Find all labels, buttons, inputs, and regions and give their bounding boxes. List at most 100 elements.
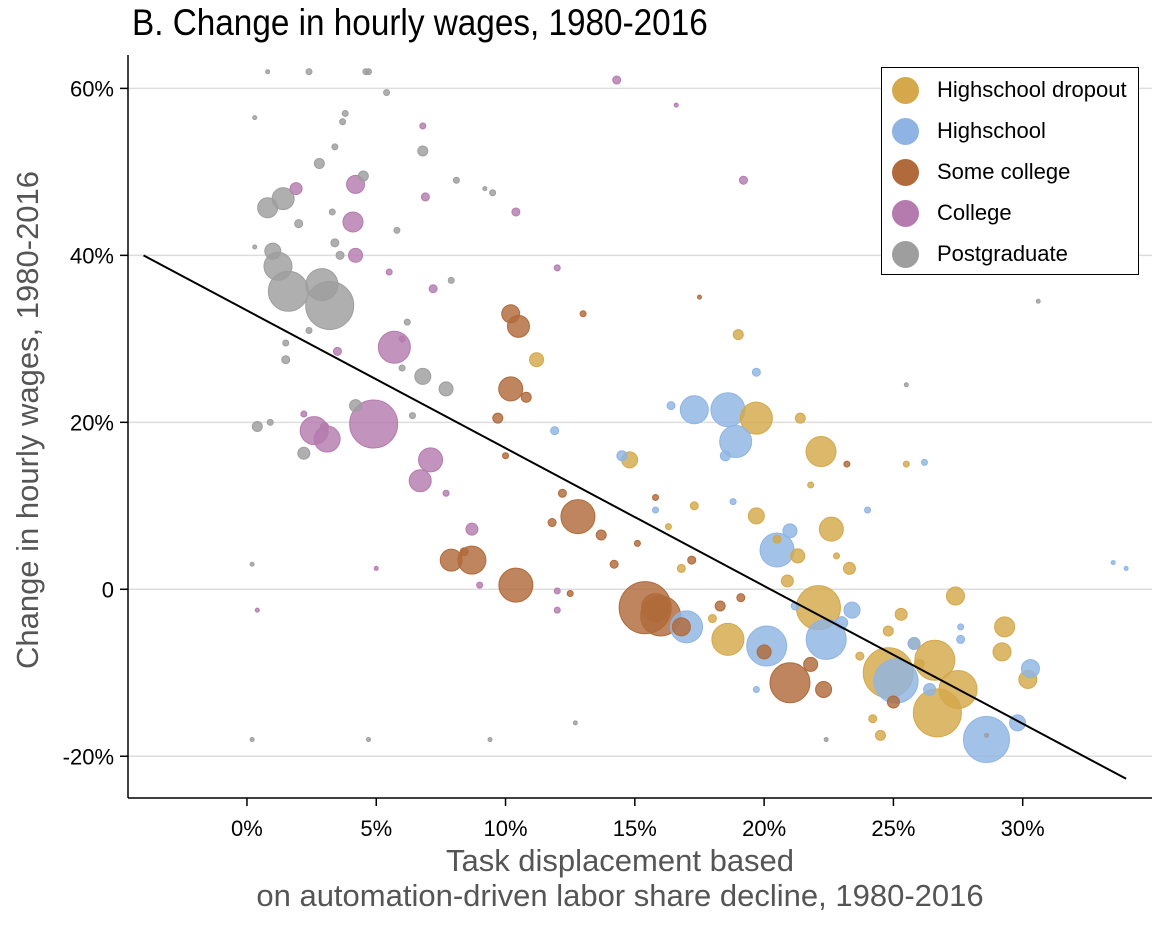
- data-point-postgraduate: [257, 197, 279, 219]
- data-point-postgraduate: [489, 189, 497, 197]
- data-point-highschool-dropout: [805, 436, 837, 468]
- data-point-college: [428, 284, 438, 294]
- data-point-postgraduate: [282, 339, 290, 347]
- data-point-highschool-dropout: [868, 714, 878, 724]
- data-point-college: [385, 268, 393, 276]
- data-point-some-college: [459, 547, 469, 557]
- data-point-highschool: [1123, 565, 1129, 571]
- data-point-college: [332, 346, 342, 356]
- data-point-college: [420, 192, 430, 202]
- legend-label: Highschool: [937, 118, 1046, 143]
- data-point-college: [465, 522, 479, 536]
- data-point-postgraduate: [339, 118, 347, 126]
- data-point-postgraduate: [330, 238, 340, 248]
- data-point-highschool: [864, 506, 872, 514]
- data-point-highschool-dropout: [772, 534, 782, 544]
- data-point-postgraduate: [398, 364, 406, 372]
- data-point-postgraduate: [331, 143, 339, 151]
- data-point-some-college: [547, 518, 557, 528]
- data-point-postgraduate: [349, 399, 363, 413]
- data-points: [249, 68, 1129, 764]
- data-point-postgraduate: [417, 145, 429, 157]
- data-point-highschool: [920, 458, 928, 466]
- data-point-postgraduate: [364, 68, 372, 76]
- data-point-postgraduate: [265, 69, 271, 75]
- data-point-some-college: [756, 644, 772, 660]
- x-axis-label-line-2: on automation-driven labor share decline…: [256, 878, 984, 913]
- data-point-highschool: [1020, 659, 1040, 679]
- data-point-college: [349, 399, 399, 449]
- data-point-college: [442, 489, 450, 497]
- data-point-postgraduate: [252, 115, 258, 121]
- data-point-highschool: [843, 601, 861, 619]
- data-point-highschool: [752, 685, 760, 693]
- data-point-highschool-dropout: [894, 607, 908, 621]
- y-tick-label: 20%: [70, 410, 114, 435]
- legend: Highschool dropout Highschool Some college…: [881, 67, 1139, 275]
- data-point-highschool: [729, 498, 737, 506]
- data-point-some-college: [815, 680, 833, 698]
- y-axis-label-wrap: Change in hourly wages, 1980-2016: [8, 160, 48, 680]
- data-point-college: [289, 182, 303, 196]
- legend-marker: [892, 199, 919, 227]
- data-point-some-college: [633, 539, 641, 547]
- data-point-college: [342, 211, 364, 233]
- data-point-college: [320, 422, 330, 431]
- data-point-some-college: [595, 529, 607, 541]
- data-point-postgraduate: [305, 268, 339, 302]
- data-point-postgraduate: [335, 250, 345, 260]
- data-point-highschool: [652, 506, 660, 514]
- data-point-highschool-dropout: [842, 561, 856, 575]
- data-point-highschool-dropout: [732, 329, 744, 341]
- data-point-postgraduate: [414, 367, 432, 385]
- legend-label: Highschool dropout: [937, 77, 1127, 102]
- y-tick-label: 40%: [70, 243, 114, 268]
- data-point-postgraduate: [408, 412, 416, 420]
- data-point-postgraduate: [305, 326, 313, 334]
- data-point-some-college: [671, 617, 691, 637]
- data-point-highschool: [1110, 560, 1116, 566]
- data-point-postgraduate: [281, 355, 291, 365]
- data-point-college: [673, 102, 679, 108]
- y-ticks: -20% 0 20% 40% 60%: [63, 76, 128, 769]
- data-point-highschool: [679, 395, 709, 425]
- data-point-highschool-dropout: [914, 639, 956, 681]
- data-point-college: [511, 207, 521, 217]
- data-point-postgraduate: [249, 737, 255, 743]
- data-point-some-college: [652, 493, 660, 501]
- data-point-some-college: [566, 589, 574, 597]
- data-point-highschool-dropout: [992, 642, 1012, 662]
- legend-label: Some college: [937, 159, 1071, 184]
- data-point-postgraduate: [249, 561, 255, 567]
- data-point-highschool-dropout: [664, 523, 672, 531]
- data-point-some-college: [609, 559, 619, 569]
- x-ticks: 0% 5% 10% 15% 20% 25% 30%: [231, 798, 1045, 841]
- legend-item: Highschool dropout: [892, 75, 1127, 105]
- fit-line-group: [143, 254, 1127, 780]
- data-point-college: [553, 606, 561, 614]
- data-point-highschool-dropout: [739, 401, 773, 435]
- data-point-college: [408, 469, 432, 493]
- data-point-postgraduate: [903, 382, 909, 388]
- data-point-some-college: [736, 593, 746, 603]
- data-point-postgraduate: [572, 720, 578, 726]
- data-point-college: [738, 175, 748, 185]
- data-point-highschool-dropout: [874, 729, 886, 741]
- legend-marker: [892, 158, 919, 186]
- legend-marker: [892, 240, 919, 268]
- data-point-some-college: [492, 412, 504, 424]
- data-point-highschool-dropout: [818, 516, 844, 542]
- data-point-postgraduate: [264, 242, 282, 260]
- legend-item: College: [892, 198, 1012, 228]
- data-point-postgraduate: [365, 737, 371, 743]
- data-point-some-college: [498, 376, 524, 402]
- data-point-postgraduate: [357, 170, 369, 182]
- data-point-postgraduate: [251, 421, 263, 432]
- data-point-postgraduate: [383, 89, 391, 97]
- data-point-postgraduate: [447, 276, 455, 284]
- data-point-highschool: [751, 367, 761, 377]
- data-point-some-college: [886, 695, 900, 709]
- data-point-highschool-dropout: [707, 614, 717, 624]
- data-point-postgraduate: [403, 318, 411, 326]
- legend-marker: [892, 117, 919, 145]
